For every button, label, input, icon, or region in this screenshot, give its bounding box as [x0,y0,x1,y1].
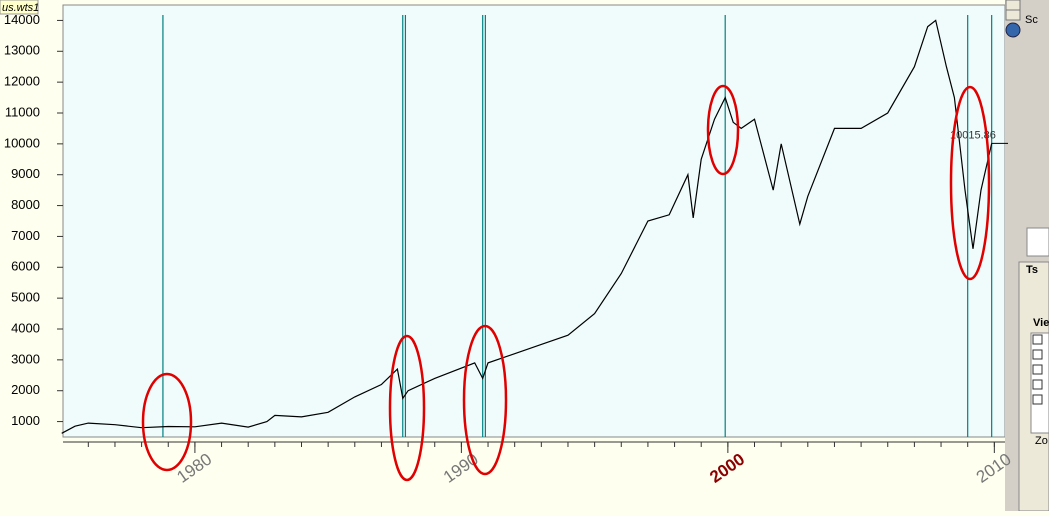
plot-area [62,4,1006,438]
annotations [141,84,991,482]
y-tick-label: 13000 [4,43,40,58]
tab [0,0,39,15]
checkbox[interactable] [1032,349,1043,360]
checkbox[interactable] [1032,364,1043,375]
checkbox[interactable] [1032,379,1043,390]
price-line [61,19,993,434]
panel-label: Ts [1026,264,1038,276]
y-tick-label: 7000 [11,228,40,243]
circle-annotation [388,334,426,482]
y-tick-label: 12000 [4,74,40,89]
panel-box [1026,227,1049,257]
y-tick-label: 4000 [11,320,40,335]
y-tick-label: 6000 [11,259,40,274]
tab-title: us.wts1 [2,2,39,14]
y-tick-label: 14000 [4,12,40,27]
globe-icon[interactable] [1005,22,1021,38]
scroll-up[interactable] [1005,0,1021,11]
checkbox[interactable] [1032,334,1043,345]
panel-label: Vie [1033,317,1049,329]
circle-annotation [949,85,991,281]
circle-annotation [706,84,740,176]
y-tick-label: 8000 [11,197,40,212]
circle-annotation [141,372,193,472]
y-tick-label: 2000 [11,382,40,397]
y-tick-label: 5000 [11,290,40,305]
checkboxes [1032,334,1043,405]
checkbox[interactable] [1032,394,1043,405]
y-tick-label: 1000 [11,413,40,428]
circle-annotation [462,324,508,476]
panel-label: Zo [1035,435,1048,447]
panel-label: Sc [1025,14,1038,26]
scroll-down[interactable] [1005,9,1021,21]
price-label: 10015.86 [950,129,996,141]
y-tick-label: 11000 [5,104,40,119]
y-tick-label: 9000 [11,166,40,181]
y-tick-label: 3000 [11,351,40,366]
y-tick-label: 10000 [4,135,40,150]
